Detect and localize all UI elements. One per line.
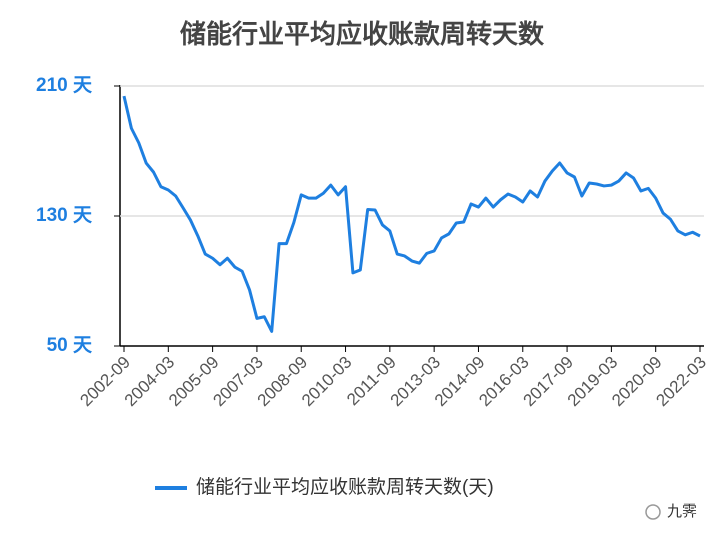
y-tick-label: 130 天 [36, 205, 93, 226]
watermark-icon [645, 504, 661, 520]
x-tick-label: 2022-03 [652, 353, 710, 411]
chart-title: 储能行业平均应收账款周转天数 [180, 19, 545, 49]
line-series [122, 95, 701, 333]
y-tick-label: 210 天 [36, 75, 93, 96]
x-tick-label: 2010-03 [298, 353, 356, 411]
y-tick-label: 50 天 [47, 335, 93, 356]
legend-label: 储能行业平均应收账款周转天数(天) [196, 476, 494, 498]
watermark: 九霁 [667, 503, 697, 520]
